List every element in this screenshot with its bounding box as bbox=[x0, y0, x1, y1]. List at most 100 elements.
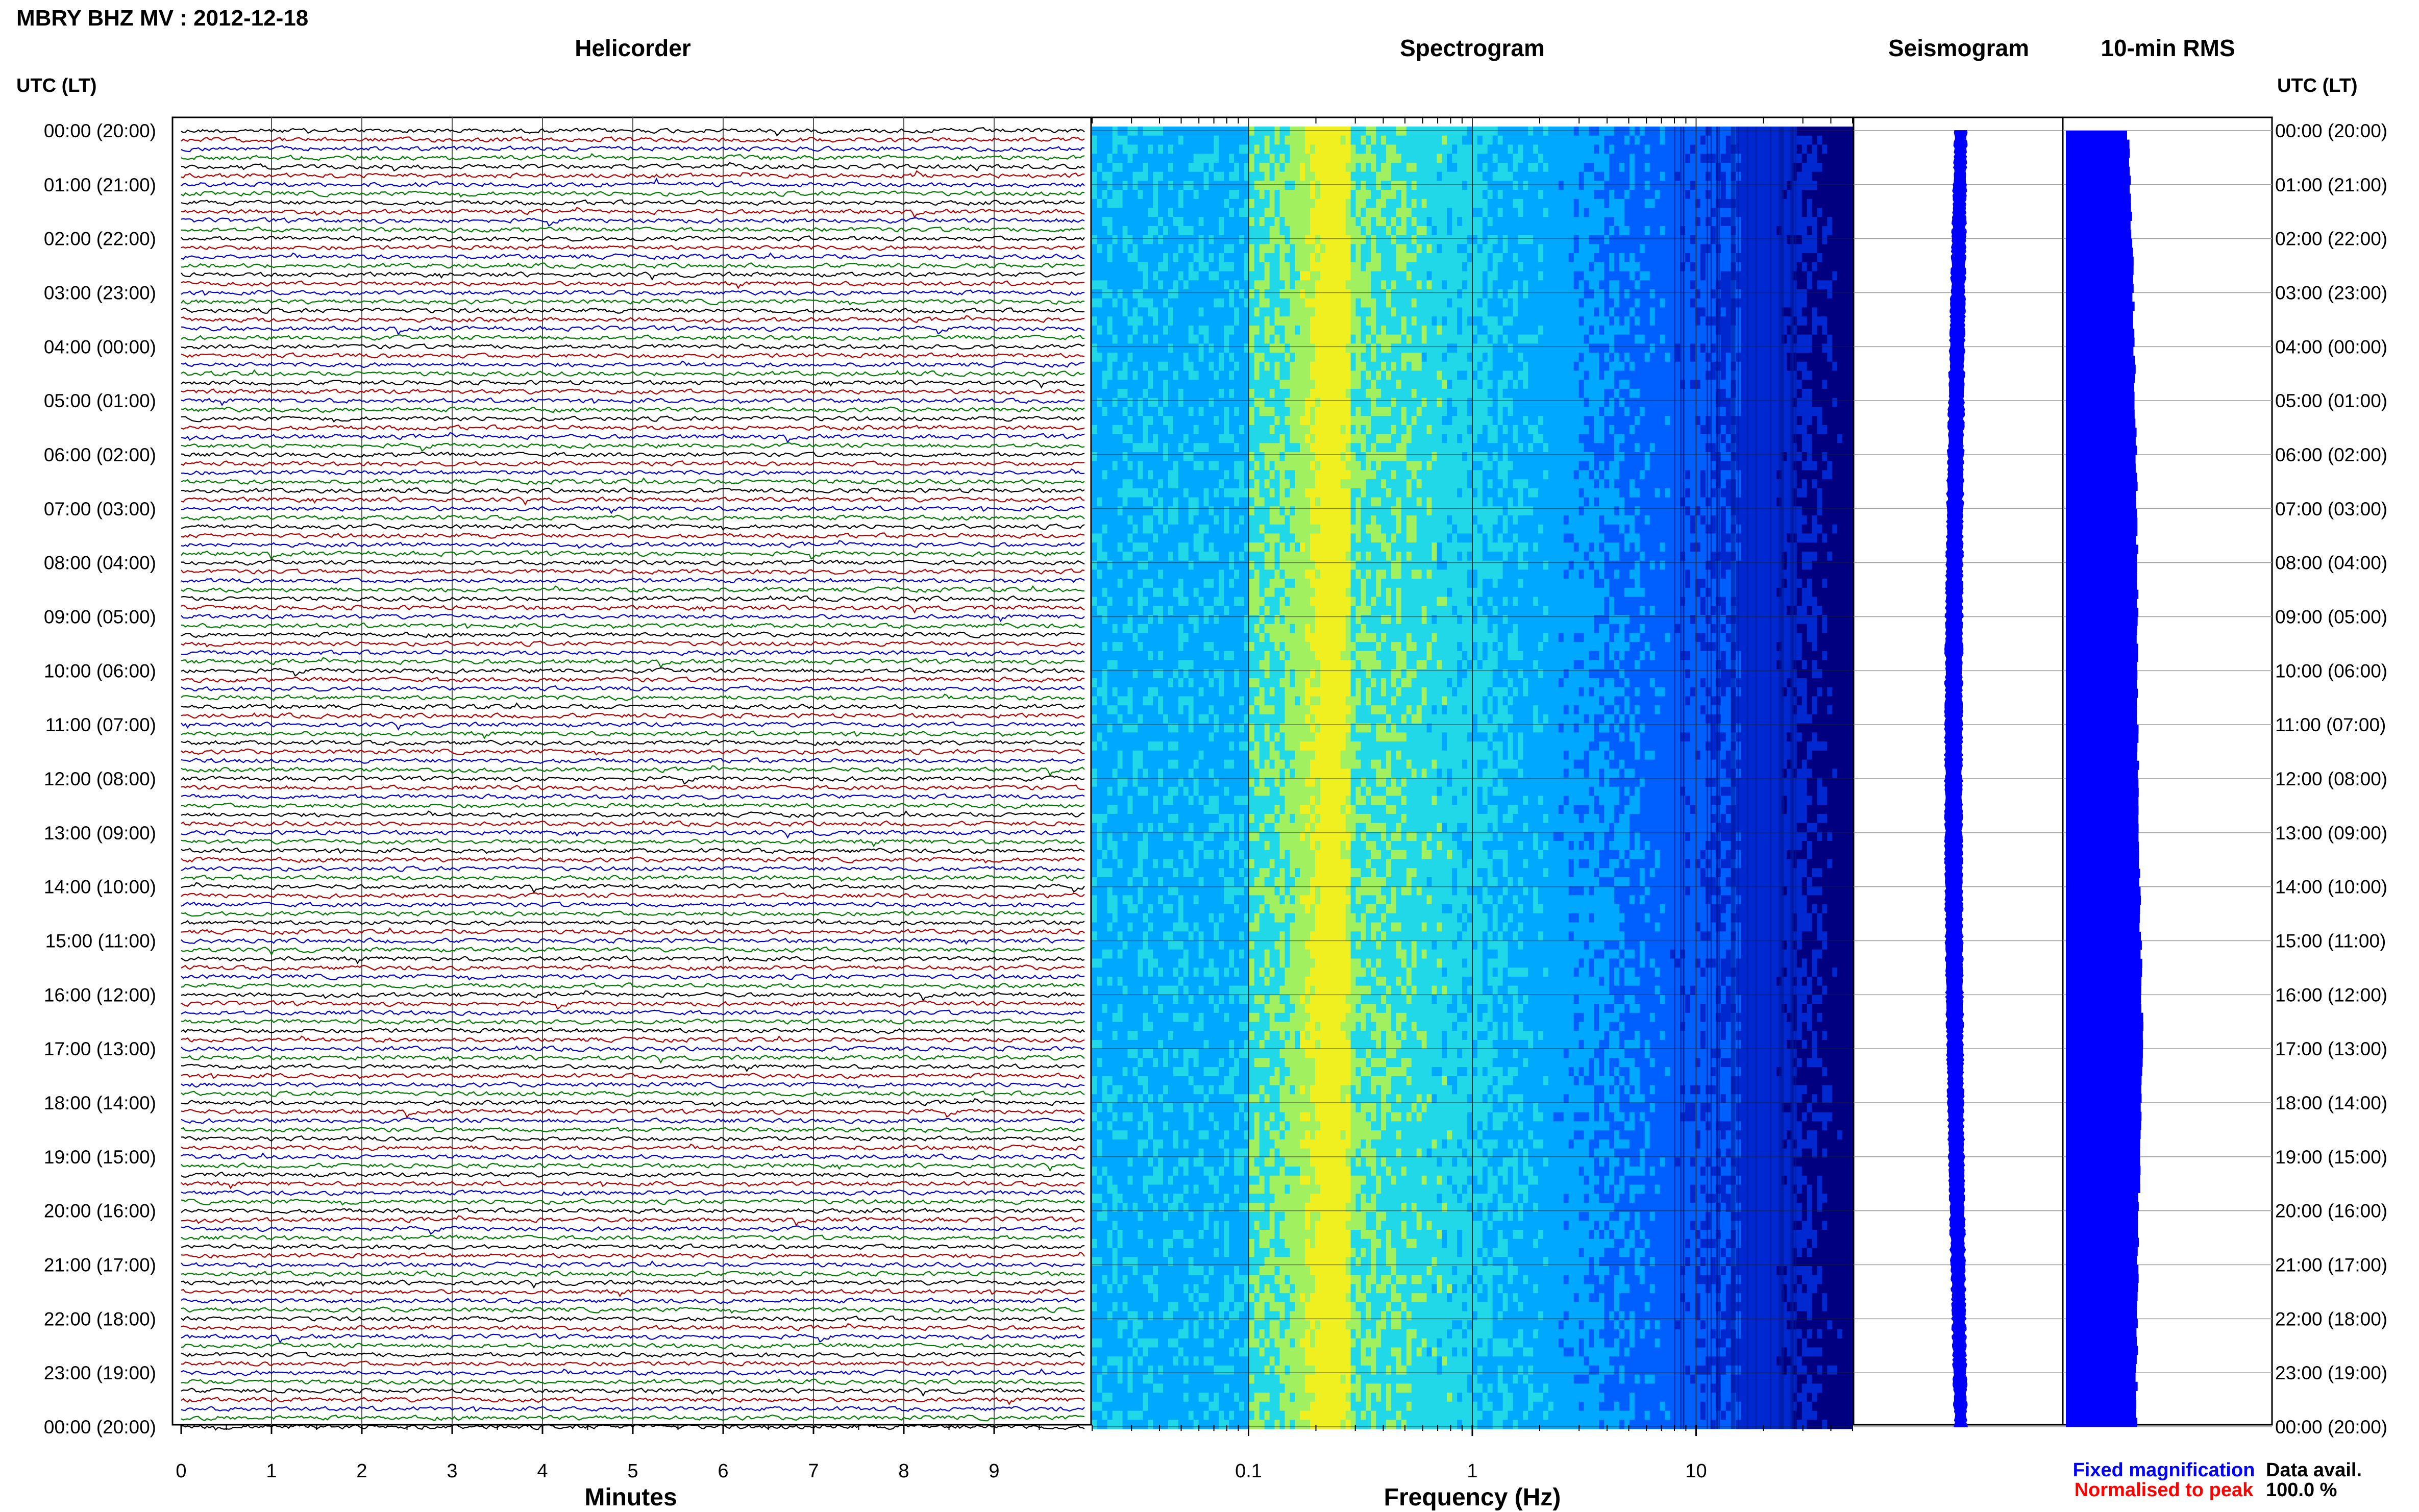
spectrogram-cell bbox=[1624, 361, 1630, 371]
spectrogram-cell bbox=[1548, 127, 1554, 136]
spectrogram-cell bbox=[1700, 334, 1706, 344]
spectrogram-cell bbox=[1320, 289, 1326, 299]
spectrogram-cell bbox=[1609, 154, 1615, 163]
spectrogram-cell bbox=[1766, 271, 1772, 281]
spectrogram-cell bbox=[1122, 289, 1128, 299]
spectrogram-cell bbox=[1431, 334, 1437, 344]
spectrogram-cell bbox=[1239, 407, 1245, 416]
spectrogram-cell bbox=[1573, 199, 1579, 209]
spectrogram-cell bbox=[1178, 398, 1184, 407]
spectrogram-cell bbox=[1720, 181, 1726, 190]
spectrogram-cell bbox=[1411, 144, 1417, 154]
spectrogram-cell bbox=[1173, 181, 1179, 190]
spectrogram-cell bbox=[1112, 127, 1118, 136]
spectrogram-cell bbox=[1198, 171, 1204, 181]
spectrogram-cell bbox=[1254, 171, 1260, 181]
time-label-left: 00:00 (20:00) bbox=[44, 1417, 156, 1437]
spectrogram-cell bbox=[1401, 316, 1407, 326]
spectrogram-cell bbox=[1801, 388, 1808, 399]
spectrogram-cell bbox=[1482, 380, 1488, 389]
spectrogram-cell bbox=[1497, 353, 1503, 362]
spectrogram-cell bbox=[1315, 171, 1321, 181]
spectrogram-cell bbox=[1102, 262, 1108, 272]
spectrogram-cell bbox=[1350, 162, 1356, 172]
spectrogram-cell bbox=[1138, 171, 1143, 181]
spectrogram-cell bbox=[1153, 343, 1158, 353]
spectrogram-cell bbox=[1523, 217, 1528, 227]
spectrogram-cell bbox=[1655, 244, 1661, 254]
spectrogram-cell bbox=[1391, 271, 1397, 281]
spectrogram-cell bbox=[1649, 162, 1656, 172]
spectrogram-cell bbox=[1350, 127, 1356, 136]
spectrogram-cell bbox=[1528, 208, 1534, 217]
spectrogram-cell bbox=[1122, 316, 1128, 326]
spectrogram-cell bbox=[1629, 271, 1635, 281]
spectrogram-cell bbox=[1310, 316, 1316, 326]
spectrogram-cell bbox=[1558, 217, 1564, 227]
spectrogram-cell bbox=[1259, 334, 1265, 344]
spectrogram-cell bbox=[1472, 154, 1478, 163]
spectrogram-cell bbox=[1533, 190, 1539, 200]
spectrogram-cell bbox=[1649, 316, 1656, 326]
spectrogram-cell bbox=[1584, 353, 1589, 362]
spectrogram-cell bbox=[1107, 181, 1113, 190]
spectrogram-cell bbox=[1751, 334, 1757, 344]
helicorder-trace bbox=[181, 1360, 1085, 1367]
spectrogram-cell bbox=[1122, 262, 1128, 272]
spectrogram-cell bbox=[1791, 181, 1797, 190]
spectrogram-cell bbox=[1573, 325, 1579, 335]
spectrogram-cell bbox=[1325, 280, 1331, 290]
spectrogram-cell bbox=[1219, 144, 1224, 154]
spectrogram-cell bbox=[1563, 262, 1569, 272]
spectrogram-cell bbox=[1437, 271, 1442, 281]
spectrogram-cell bbox=[1751, 190, 1757, 200]
spectrogram-cell bbox=[1513, 407, 1518, 416]
spectrogram-cell bbox=[1452, 135, 1458, 145]
spectrogram-cell bbox=[1295, 407, 1300, 416]
spectrogram-cell bbox=[1487, 154, 1493, 163]
spectrogram-cell bbox=[1366, 244, 1371, 254]
spectrogram-cell bbox=[1715, 353, 1721, 362]
spectrogram-cell bbox=[1320, 271, 1326, 281]
spectrogram-cell bbox=[1092, 135, 1098, 145]
spectrogram-cell bbox=[1203, 190, 1209, 200]
spectrogram-cell bbox=[1523, 388, 1528, 399]
spectrogram-cell bbox=[1371, 280, 1376, 290]
spectrogram-cell bbox=[1285, 244, 1290, 254]
spectrogram-cell bbox=[1117, 181, 1123, 190]
spectrogram-cell bbox=[1492, 244, 1498, 254]
spectrogram-cell bbox=[1832, 217, 1838, 227]
spectrogram-cell bbox=[1594, 135, 1599, 145]
spectrogram-cell bbox=[1685, 361, 1691, 371]
helicorder-trace bbox=[181, 271, 1085, 281]
helicorder-tick-label: 8 bbox=[898, 1460, 909, 1482]
spectrogram-cell bbox=[1604, 262, 1610, 272]
spectrogram-cell bbox=[1472, 217, 1478, 227]
spectrogram-cell bbox=[1634, 190, 1640, 200]
spectrogram-cell bbox=[1807, 398, 1813, 407]
spectrogram-cell bbox=[1138, 289, 1143, 299]
spectrogram-cell bbox=[1599, 388, 1605, 399]
spectrogram-cell bbox=[1685, 316, 1691, 326]
spectrogram-cell bbox=[1634, 398, 1640, 407]
spectrogram-cell bbox=[1751, 343, 1757, 353]
spectrogram-cell bbox=[1528, 171, 1534, 181]
spectrogram-cell bbox=[1386, 271, 1392, 281]
spectrogram-cell bbox=[1148, 199, 1153, 209]
spectrogram-cell bbox=[1193, 226, 1199, 236]
spectrogram-cell bbox=[1447, 316, 1452, 326]
spectrogram-cell bbox=[1477, 388, 1483, 399]
spectrogram-cell bbox=[1396, 316, 1402, 326]
spectrogram-cell bbox=[1371, 370, 1376, 380]
spectrogram-cell bbox=[1279, 253, 1285, 263]
spectrogram-cell bbox=[1594, 316, 1599, 326]
spectrogram-cell bbox=[1594, 154, 1599, 163]
spectrogram-cell bbox=[1193, 235, 1199, 244]
spectrogram-cell bbox=[1117, 388, 1123, 399]
spectrogram-cell bbox=[1822, 181, 1828, 190]
spectrogram-cell bbox=[1822, 162, 1828, 172]
spectrogram-cell bbox=[1320, 181, 1326, 190]
helicorder-trace bbox=[181, 442, 1085, 452]
spectrogram-cell bbox=[1467, 380, 1473, 389]
spectrogram-cell bbox=[1482, 199, 1488, 209]
